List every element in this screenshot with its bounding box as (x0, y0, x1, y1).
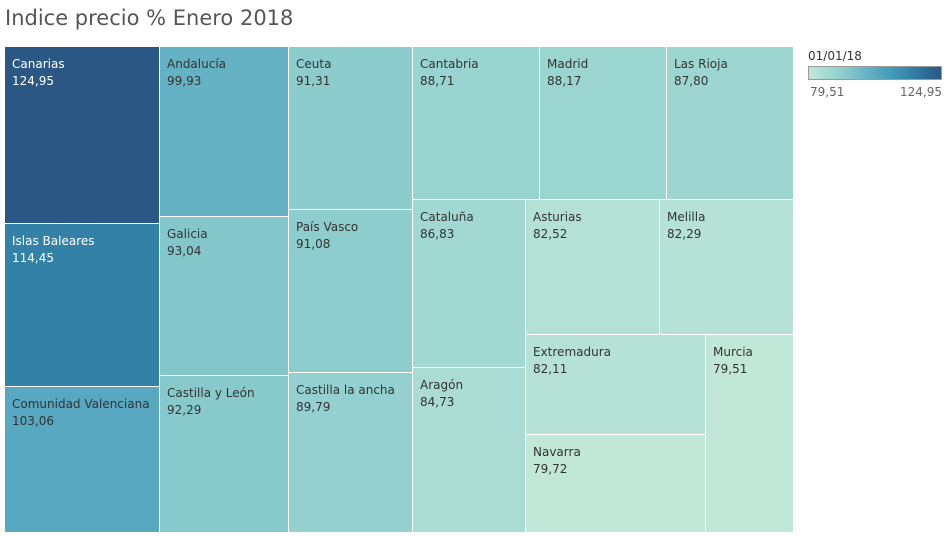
tile-label: Cantabria (420, 57, 479, 71)
treemap-tile-castilla-la-ancha[interactable]: Castilla la ancha 89,79 (289, 373, 413, 533)
tile-value: 124,95 (12, 74, 54, 88)
legend-min-label: 79,51 (810, 85, 845, 99)
tile-label: Ceuta (296, 57, 332, 71)
tile-label: Andalucía (167, 57, 227, 71)
treemap-tile-asturias[interactable]: Asturias 82,52 (526, 200, 660, 335)
tile-value: 99,93 (167, 74, 202, 88)
tile-label: Aragón (420, 378, 464, 392)
treemap-tile-navarra[interactable]: Navarra 79,72 (526, 435, 706, 533)
tile-value: 91,31 (296, 74, 331, 88)
legend-range: 79,51 124,95 (808, 85, 944, 101)
treemap-tile-cataluna[interactable]: Cataluña 86,83 (413, 200, 526, 368)
tile-label: Galicia (167, 227, 208, 241)
tile-value: 88,17 (547, 74, 582, 88)
tile-label: País Vasco (296, 220, 359, 234)
treemap-tile-canarias[interactable]: Canarias 124,95 (5, 47, 160, 224)
tile-label: Melilla (667, 210, 706, 224)
legend-max-label: 124,95 (900, 85, 942, 99)
treemap-tile-comunidad-valenciana[interactable]: Comunidad Valenciana 103,06 (5, 387, 160, 533)
treemap-tile-aragon[interactable]: Aragón 84,73 (413, 368, 526, 533)
tile-label: Murcia (713, 345, 753, 359)
tile-value: 87,80 (674, 74, 709, 88)
tile-value: 93,04 (167, 244, 202, 258)
tile-label: Canarias (12, 57, 65, 71)
tile-value: 82,52 (533, 227, 568, 241)
tile-value: 92,29 (167, 403, 202, 417)
tile-value: 86,83 (420, 227, 455, 241)
treemap-tile-melilla[interactable]: Melilla 82,29 (660, 200, 794, 335)
tile-label: Castilla la ancha (296, 383, 395, 397)
tile-label: Cataluña (420, 210, 474, 224)
tile-value: 84,73 (420, 395, 455, 409)
legend-title: 01/01/18 (808, 49, 862, 63)
tile-value: 89,79 (296, 400, 331, 414)
treemap-tile-islas-baleares[interactable]: Islas Baleares 114,45 (5, 224, 160, 387)
tile-value: 103,06 (12, 414, 54, 428)
legend-color-gradient (808, 66, 942, 80)
tile-value: 114,45 (12, 251, 54, 265)
tile-value: 79,51 (713, 362, 748, 376)
treemap-tile-pais-vasco[interactable]: País Vasco 91,08 (289, 210, 413, 373)
tile-label: Madrid (547, 57, 589, 71)
tile-value: 82,11 (533, 362, 568, 376)
color-legend: 01/01/18 79,51 124,95 (808, 48, 944, 101)
tile-label: Navarra (533, 445, 581, 459)
tile-value: 91,08 (296, 237, 331, 251)
treemap: Canarias 124,95 Islas Baleares 114,45 Comuni… (5, 47, 794, 533)
treemap-tile-galicia[interactable]: Galicia 93,04 (160, 217, 289, 376)
chart-title: Indice precio % Enero 2018 (5, 6, 294, 30)
treemap-tile-las-rioja[interactable]: Las Rioja 87,80 (667, 47, 794, 200)
tile-value: 79,72 (533, 462, 568, 476)
treemap-tile-castilla-y-leon[interactable]: Castilla y León 92,29 (160, 376, 289, 533)
tile-label: Asturias (533, 210, 582, 224)
tile-label: Comunidad Valenciana (12, 397, 150, 411)
treemap-tile-cantabria[interactable]: Cantabria 88,71 (413, 47, 540, 200)
tile-label: Extremadura (533, 345, 611, 359)
tile-value: 82,29 (667, 227, 702, 241)
tile-value: 88,71 (420, 74, 455, 88)
tile-label: Las Rioja (674, 57, 728, 71)
tile-label: Islas Baleares (12, 234, 95, 248)
treemap-tile-andalucia[interactable]: Andalucía 99,93 (160, 47, 289, 217)
treemap-tile-ceuta[interactable]: Ceuta 91,31 (289, 47, 413, 210)
tile-label: Castilla y León (167, 386, 255, 400)
treemap-tile-murcia[interactable]: Murcia 79,51 (706, 335, 794, 533)
treemap-tile-madrid[interactable]: Madrid 88,17 (540, 47, 667, 200)
treemap-tile-extremadura[interactable]: Extremadura 82,11 (526, 335, 706, 435)
